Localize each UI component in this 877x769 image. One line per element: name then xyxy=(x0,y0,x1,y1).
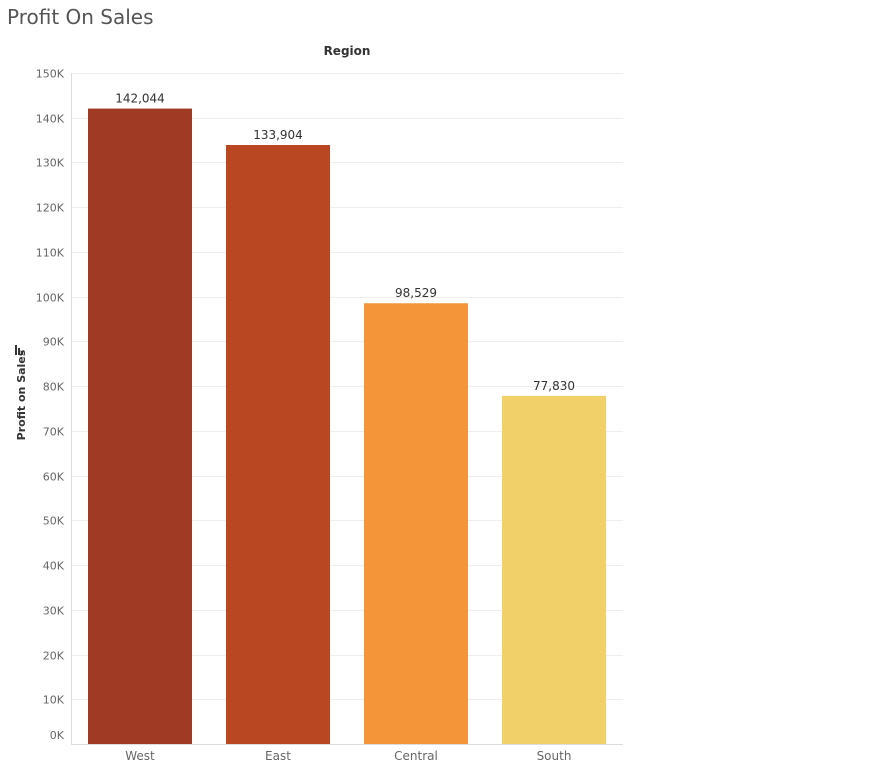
y-tick-label: 30K xyxy=(43,605,65,618)
x-tick-label: West xyxy=(125,749,155,763)
column-header: Region xyxy=(324,44,371,58)
y-axis-title-group: Profit on Sales xyxy=(15,345,28,440)
y-tick-label: 80K xyxy=(43,381,65,394)
x-tick-label: East xyxy=(265,749,291,763)
data-label: 133,904 xyxy=(253,128,303,142)
bar-central[interactable] xyxy=(364,303,468,744)
bar-south[interactable] xyxy=(502,395,606,744)
bar-west[interactable] xyxy=(88,108,192,744)
sort-icon-bar xyxy=(15,345,17,355)
data-labels: 142,044 133,904 98,529 77,830 xyxy=(115,92,575,393)
y-tick-label: 100K xyxy=(36,292,65,305)
y-tick-label: 110K xyxy=(36,247,65,260)
y-tick-label: 20K xyxy=(43,650,65,663)
y-tick-label: 70K xyxy=(43,426,65,439)
y-axis-title: Profit on Sales xyxy=(15,349,28,440)
y-tick-label: 150K xyxy=(36,68,65,81)
sort-icon-bar xyxy=(18,348,20,355)
y-tick-label: 10K xyxy=(43,694,65,707)
y-tick-label: 40K xyxy=(43,560,65,573)
bar-east[interactable] xyxy=(226,145,330,744)
y-tick-label: 130K xyxy=(36,157,65,170)
chart-title: Profit On Sales xyxy=(7,5,154,29)
sort-icon-bar xyxy=(21,351,23,355)
data-label: 142,044 xyxy=(115,92,165,106)
y-tick-label: 120K xyxy=(36,202,65,215)
y-tick-label: 140K xyxy=(36,113,65,126)
data-label: 77,830 xyxy=(533,379,575,393)
y-tick-label: 60K xyxy=(43,471,65,484)
sort-descending-icon[interactable] xyxy=(15,345,23,355)
bars xyxy=(88,108,606,744)
y-axis-ticks: 0K 10K 20K 30K 40K 50K 60K 70K 80K 90K 100K 110K 120… xyxy=(36,68,65,743)
data-label: 98,529 xyxy=(395,286,437,300)
y-tick-label: 50K xyxy=(43,515,65,528)
x-tick-label: Central xyxy=(394,749,438,763)
x-axis-labels: West East Central South xyxy=(125,749,571,763)
y-tick-label: 0K xyxy=(50,729,65,742)
x-tick-label: South xyxy=(537,749,572,763)
y-tick-label: 90K xyxy=(43,336,65,349)
